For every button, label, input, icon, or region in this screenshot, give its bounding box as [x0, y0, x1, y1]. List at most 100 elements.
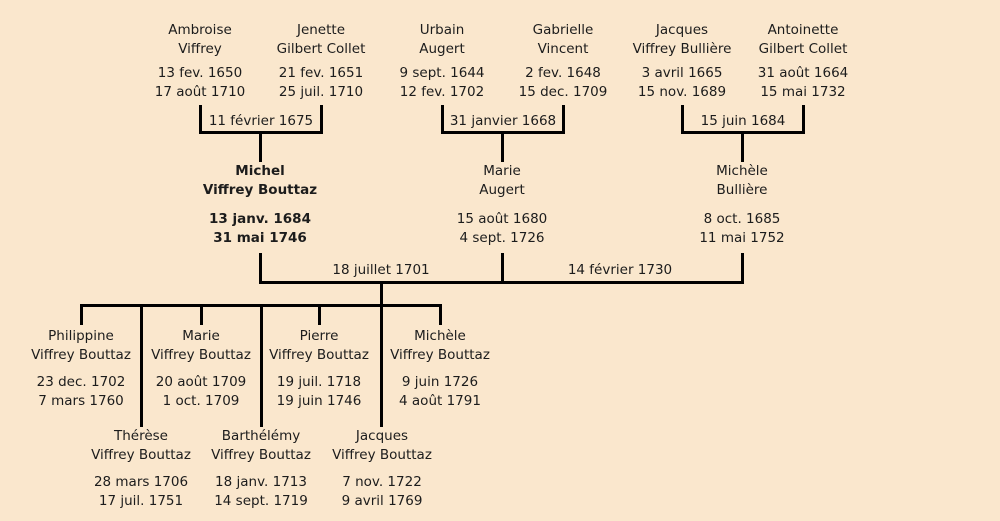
person-ambroise-viffrey[interactable]: Ambroise Viffrey 13 fev. 1650 17 août 17… [130, 21, 270, 102]
person-jenette-gilbert-collet[interactable]: Jenette Gilbert Collet 21 fev. 1651 25 j… [251, 21, 391, 102]
person-surname: Viffrey Bouttaz [332, 447, 432, 463]
spouse-connector-line [259, 253, 262, 284]
descent-line [259, 134, 262, 162]
person-given-name: Michel [235, 163, 285, 179]
birth-date: 9 sept. 1644 [399, 65, 485, 81]
marriage-date-label[interactable]: 15 juin 1684 [700, 113, 786, 129]
marriage-date-label[interactable]: 31 janvier 1668 [449, 113, 557, 129]
descent-line [741, 134, 744, 162]
child-stub-line [318, 304, 321, 325]
person-given-name: Thérèse [113, 428, 168, 444]
person-surname: Viffrey [178, 41, 222, 57]
person-surname: Viffrey Bouttaz [269, 347, 369, 363]
descent-line [501, 134, 504, 162]
person-given-name: Antoinette [767, 22, 839, 38]
marriage-date-label[interactable]: 14 février 1730 [567, 262, 673, 278]
descent-line [380, 281, 383, 427]
death-date: 7 mars 1760 [38, 393, 124, 409]
birth-date: 8 oct. 1685 [703, 211, 781, 227]
death-date: 4 sept. 1726 [459, 230, 545, 246]
person-given-name: Jacques [355, 428, 409, 444]
child-stub-line [80, 304, 83, 325]
marriage-bracket-line [441, 105, 444, 134]
death-date: 14 sept. 1719 [214, 493, 308, 509]
birth-date: 15 août 1680 [456, 211, 548, 227]
death-date: 4 août 1791 [399, 393, 481, 409]
marriage-bracket-line [199, 131, 323, 134]
person-given-name: Marie [182, 328, 220, 344]
marriage-bracket-line [681, 131, 805, 134]
child-drop-line [140, 304, 143, 427]
person-surname: Augert [419, 41, 465, 57]
person-marie-viffrey-bouttaz[interactable]: Marie Viffrey Bouttaz 20 août 1709 1 oct… [131, 327, 271, 411]
person-barthelemy-viffrey-bouttaz[interactable]: Barthélémy Viffrey Bouttaz 18 janv. 1713… [191, 427, 331, 511]
birth-date: 19 juil. 1718 [276, 374, 362, 390]
person-surname: Viffrey Bouttaz [390, 347, 490, 363]
child-stub-line [200, 304, 203, 325]
death-date: 9 avril 1769 [341, 493, 423, 509]
death-date: 12 fev. 1702 [399, 84, 485, 100]
person-given-name: Marie [483, 163, 521, 179]
person-philippine-viffrey-bouttaz[interactable]: Philippine Viffrey Bouttaz 23 dec. 1702 … [11, 327, 151, 411]
birth-date: 21 fev. 1651 [278, 65, 364, 81]
spouse-connector-line [741, 253, 744, 284]
birth-date: 3 avril 1665 [641, 65, 723, 81]
marriage-bracket-line [562, 105, 565, 134]
death-date: 17 juil. 1751 [98, 493, 184, 509]
person-given-name: Michèle [716, 163, 768, 179]
person-gabrielle-vincent[interactable]: Gabrielle Vincent 2 fev. 1648 15 dec. 17… [493, 21, 633, 102]
person-surname: Vincent [537, 41, 589, 57]
person-michele-viffrey-bouttaz[interactable]: Michèle Viffrey Bouttaz 9 juin 1726 4 ao… [370, 327, 510, 411]
death-date: 19 juin 1746 [276, 393, 362, 409]
person-given-name: Barthélémy [221, 428, 301, 444]
person-surname: Viffrey Bouttaz [91, 447, 191, 463]
person-surname: Augert [479, 182, 525, 198]
marriage-date-label[interactable]: 11 février 1675 [208, 113, 314, 129]
marriage-bracket-line [802, 105, 805, 134]
person-surname: Viffrey Bouttaz [202, 182, 318, 198]
birth-date: 13 fev. 1650 [157, 65, 243, 81]
person-given-name: Jenette [296, 22, 346, 38]
person-michele-bulliere[interactable]: Michèle Bullière 8 oct. 1685 11 mai 1752 [672, 162, 812, 248]
person-surname: Viffrey Bouttaz [211, 447, 311, 463]
birth-date: 31 août 1664 [757, 65, 849, 81]
person-jacques-viffrey-bulliere[interactable]: Jacques Viffrey Bullière 3 avril 1665 15… [612, 21, 752, 102]
person-jacques-viffrey-bouttaz[interactable]: Jacques Viffrey Bouttaz 7 nov. 1722 9 av… [312, 427, 452, 511]
death-date: 25 juil. 1710 [278, 84, 364, 100]
person-given-name: Philippine [48, 328, 114, 344]
person-surname: Viffrey Bouttaz [31, 347, 131, 363]
birth-date: 9 juin 1726 [401, 374, 479, 390]
person-surname: Viffrey Bullière [632, 41, 732, 57]
person-given-name: Michèle [414, 328, 466, 344]
marriage-bracket-line [441, 131, 565, 134]
person-marie-augert[interactable]: Marie Augert 15 août 1680 4 sept. 1726 [432, 162, 572, 248]
death-date: 15 mai 1732 [760, 84, 846, 100]
marriage-bracket-line [681, 105, 684, 134]
person-given-name: Urbain [419, 22, 465, 38]
marriage-bracket-line [199, 105, 202, 134]
person-therese-viffrey-bouttaz[interactable]: Thérèse Viffrey Bouttaz 28 mars 1706 17 … [71, 427, 211, 511]
child-drop-line [260, 304, 263, 427]
person-given-name: Pierre [299, 328, 339, 344]
person-antoinette-gilbert-collet[interactable]: Antoinette Gilbert Collet 31 août 1664 1… [733, 21, 873, 102]
death-date: 11 mai 1752 [699, 230, 785, 246]
birth-date: 20 août 1709 [155, 374, 247, 390]
death-date: 15 dec. 1709 [518, 84, 608, 100]
spouse-connector-line [501, 253, 504, 284]
birth-date: 13 janv. 1684 [209, 211, 311, 227]
death-date: 15 nov. 1689 [637, 84, 727, 100]
person-urbain-augert[interactable]: Urbain Augert 9 sept. 1644 12 fev. 1702 [372, 21, 512, 102]
person-surname: Viffrey Bouttaz [151, 347, 251, 363]
death-date: 31 mai 1746 [213, 230, 307, 246]
person-michel-viffrey-bouttaz[interactable]: Michel Viffrey Bouttaz 13 janv. 1684 31 … [190, 162, 330, 248]
person-surname: Bullière [716, 182, 768, 198]
person-pierre-viffrey-bouttaz[interactable]: Pierre Viffrey Bouttaz 19 juil. 1718 19 … [249, 327, 389, 411]
birth-date: 2 fev. 1648 [525, 65, 601, 81]
marriage-line [259, 281, 744, 284]
person-given-name: Jacques [655, 22, 709, 38]
marriage-date-label[interactable]: 18 juillet 1701 [332, 262, 430, 278]
birth-date: 7 nov. 1722 [342, 474, 422, 490]
person-surname: Gilbert Collet [276, 41, 366, 57]
child-stub-line [439, 304, 442, 325]
